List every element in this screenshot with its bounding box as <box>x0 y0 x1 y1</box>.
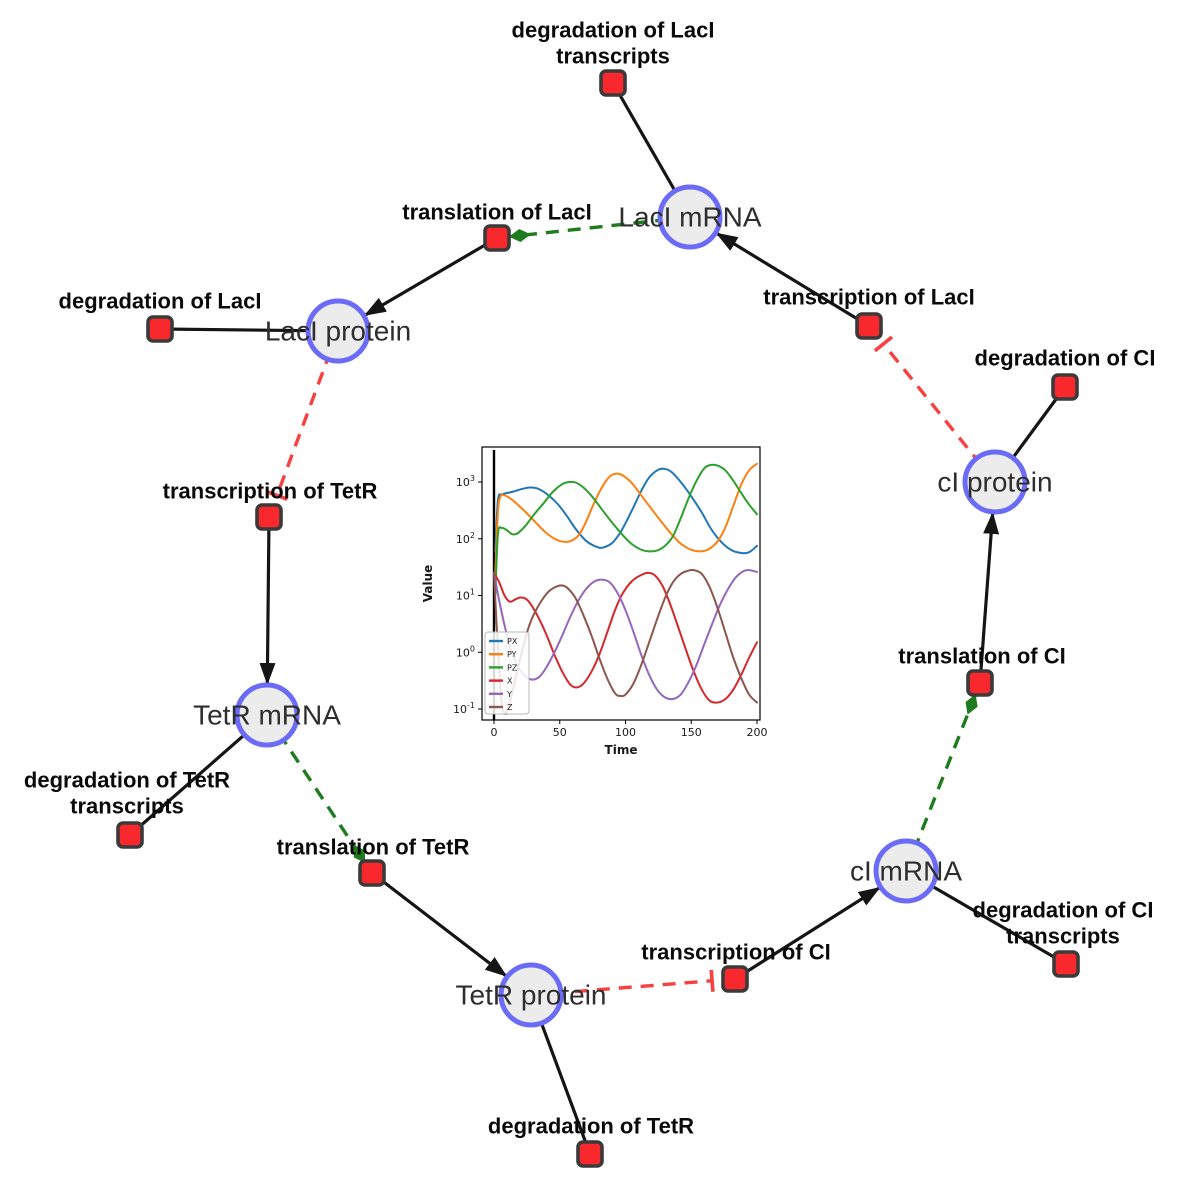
series-PX <box>494 467 758 555</box>
edge-product-tx_laci-laci_mrna <box>715 231 870 328</box>
label-tl_ci: translation of CI <box>898 644 1065 669</box>
legend-label-PX: PX <box>507 637 518 646</box>
label-deg_ci_tx-line1: degradation of CI <box>973 898 1154 923</box>
reaction-node-tl_laci <box>483 224 511 252</box>
legend-label-PZ: PZ <box>507 663 518 672</box>
reaction-node-tl_tetr <box>358 859 386 887</box>
y-tick-label: 102 <box>456 531 475 546</box>
reaction-node-deg_tetr_tx <box>116 821 144 849</box>
x-tick-label: 150 <box>681 726 702 739</box>
edge-product-tl_tetr-tetr_protein <box>371 871 508 978</box>
label-laci_mrna: LacI mRNA <box>618 202 761 233</box>
inset-chart: 0 50 100 150 200 10-1 100 101 102 103 Time Value PX P… <box>421 446 768 757</box>
x-tick-label: 200 <box>747 726 768 739</box>
species-node-laci_mrna <box>657 184 723 250</box>
species-node-ci_mrna <box>873 838 939 904</box>
y-tick-label: 10-1 <box>453 701 475 716</box>
edge-product-tx_tetr-tetr_mrna <box>259 516 276 686</box>
edge-product-tl_laci-laci_protein <box>363 236 498 317</box>
label-deg_tetr_tx-line1: degradation of TetR <box>24 768 230 793</box>
legend-label-Z: Z <box>507 703 513 712</box>
reaction-node-deg_ci <box>1051 373 1079 401</box>
edge-product-tx_ci-ci_mrna <box>734 886 881 981</box>
reaction-node-tl_ci <box>966 669 994 697</box>
label-tl_laci: translation of LacI <box>402 200 591 225</box>
label-deg_laci_tx-line1: degradation of LacI <box>512 18 715 43</box>
label-deg_ci: degradation of CI <box>975 346 1156 371</box>
reaction-node-deg_laci_tx <box>599 69 627 97</box>
species-node-tetr_mrna <box>234 682 300 748</box>
label-deg_tetr_tx-line2: transcripts <box>70 794 184 819</box>
label-deg_tetr: degradation of TetR <box>488 1114 694 1139</box>
reaction-node-tx_laci <box>855 312 883 340</box>
label-laci_protein: LacI protein <box>265 316 411 347</box>
label-tx_laci: transcription of LacI <box>763 285 974 310</box>
legend-label-Y: Y <box>506 690 512 699</box>
nodes-layer <box>116 69 1080 1168</box>
label-ci_mrna: cI mRNA <box>850 856 962 887</box>
y-tick-label: 103 <box>456 474 475 489</box>
label-tetr_mrna: TetR mRNA <box>193 700 341 731</box>
series-PZ <box>494 463 758 597</box>
x-axis-label: Time <box>605 743 638 757</box>
y-tick-label: 101 <box>456 588 475 603</box>
label-tx_tetr: transcription of TetR <box>163 479 378 504</box>
species-node-laci_protein <box>305 298 371 364</box>
y-tick-label: 100 <box>456 644 475 659</box>
legend-label-X: X <box>507 677 513 686</box>
x-tick-label: 0 <box>491 726 498 739</box>
label-deg_laci_tx-line2: transcripts <box>556 44 670 69</box>
label-deg_laci: degradation of LacI <box>59 289 262 314</box>
series-X <box>493 571 758 704</box>
y-axis-label: Value <box>421 565 435 603</box>
x-tick-label: 100 <box>615 726 636 739</box>
reaction-node-deg_ci_tx <box>1052 950 1080 978</box>
label-ci_protein: cI protein <box>937 467 1052 498</box>
label-tetr_protein: TetR protein <box>456 980 607 1011</box>
labels-layer: LacI mRNA LacI protein TetR mRNA TetR prote… <box>24 18 1156 1139</box>
label-tl_tetr: translation of TetR <box>277 835 470 860</box>
species-node-ci_protein <box>962 449 1028 515</box>
reaction-node-deg_laci <box>146 315 174 343</box>
series-PY <box>494 462 758 574</box>
reaction-node-tx_tetr <box>255 503 283 531</box>
legend-label-PY: PY <box>507 650 517 659</box>
species-node-tetr_protein <box>498 962 564 1028</box>
reaction-node-tx_ci <box>721 965 749 993</box>
reaction-node-deg_tetr <box>576 1140 604 1168</box>
x-tick-label: 50 <box>553 726 567 739</box>
label-deg_ci_tx-line2: transcripts <box>1006 924 1120 949</box>
edge-product-tl_ci-ci_protein <box>978 511 1000 684</box>
label-tx_ci: transcription of CI <box>641 940 830 965</box>
